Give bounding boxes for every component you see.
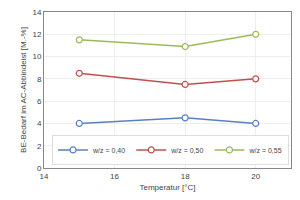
- svg-text:14: 14: [40, 172, 49, 181]
- svg-text:BE-Bedarf im AC-Abbindeist [M.: BE-Bedarf im AC-Abbindeist [M.-%]: [19, 27, 28, 153]
- svg-text:16: 16: [110, 172, 119, 181]
- svg-text:2: 2: [37, 142, 42, 151]
- svg-text:w/z = 0,50: w/z = 0,50: [170, 147, 203, 154]
- svg-text:18: 18: [181, 172, 190, 181]
- svg-text:6: 6: [37, 97, 42, 106]
- svg-text:w/z = 0,40: w/z = 0,40: [92, 147, 125, 154]
- svg-text:w/z = 0,55: w/z = 0,55: [248, 147, 281, 154]
- svg-text:Temperatur [°C]: Temperatur [°C]: [139, 183, 195, 192]
- svg-text:10: 10: [32, 52, 41, 61]
- svg-text:20: 20: [251, 172, 260, 181]
- svg-text:8: 8: [37, 75, 42, 84]
- svg-text:14: 14: [32, 8, 41, 17]
- svg-text:0: 0: [37, 164, 42, 173]
- svg-text:12: 12: [32, 30, 41, 39]
- svg-text:4: 4: [37, 119, 42, 128]
